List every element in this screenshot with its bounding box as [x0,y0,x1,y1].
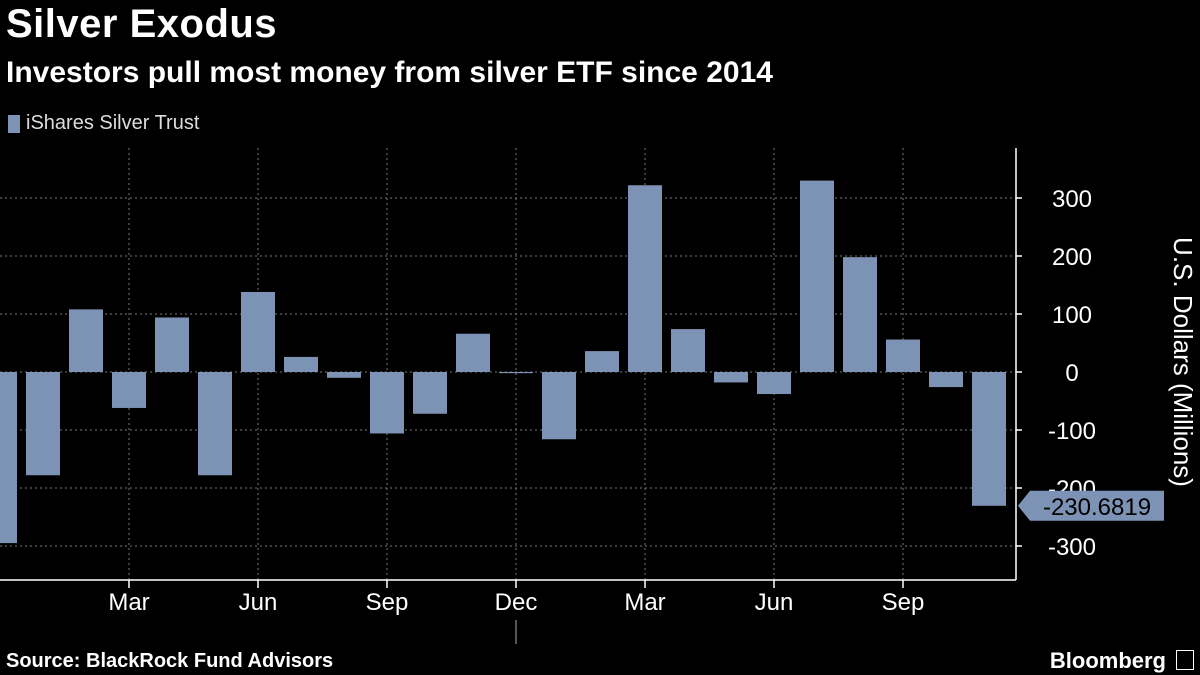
x-tick-label: Sep [882,589,925,616]
bar [843,257,877,372]
y-tick-label: 0 [1065,360,1078,387]
x-tick-label: Jun [239,589,278,616]
last-value-callout: -230.6819 [1018,490,1164,521]
y-tick-label: 200 [1052,244,1092,271]
bar [671,329,705,372]
bar [327,372,361,378]
callout-box [1018,490,1164,521]
chart-subtitle: Investors pull most money from silver ET… [6,56,773,89]
y-axis-title: U.S. Dollars (Millions) [1168,237,1198,487]
legend-label: iShares Silver Trust [26,112,200,134]
y-tick-label: -100 [1048,418,1096,445]
bar [155,317,189,372]
x-tick-label: Dec [495,589,538,616]
bar [456,333,490,372]
bar [413,372,447,414]
y-tick-label: -300 [1048,534,1096,561]
bar [26,372,60,476]
x-tick-label: Mar [624,589,665,616]
brand-logo: Bloomberg [1049,648,1166,673]
bar [112,372,146,408]
bar [499,372,533,374]
bar [628,185,662,372]
x-tick-label: Sep [366,589,409,616]
bar [886,339,920,372]
bar [757,372,791,395]
bar [284,356,318,372]
bar [370,372,404,434]
bar [929,372,963,388]
source-note: Source: BlackRock Fund Advisors [6,650,334,672]
bar [714,372,748,383]
bar [198,372,232,476]
bar [800,180,834,372]
y-tick-label: 300 [1052,186,1092,213]
x-tick-label: Jun [755,589,794,616]
legend-swatch [8,114,20,133]
bar [69,309,103,372]
bar [585,351,619,372]
bar [542,372,576,440]
bar [972,372,1006,506]
chart-title: Silver Exodus [6,2,278,46]
y-tick-label: 100 [1052,302,1092,329]
x-tick-label: Mar [108,589,149,616]
callout-value: -230.6819 [1043,494,1151,521]
bloomberg-icon [1176,650,1194,670]
bar [0,372,17,544]
bar [241,291,275,372]
legend: iShares Silver Trust [8,112,199,135]
